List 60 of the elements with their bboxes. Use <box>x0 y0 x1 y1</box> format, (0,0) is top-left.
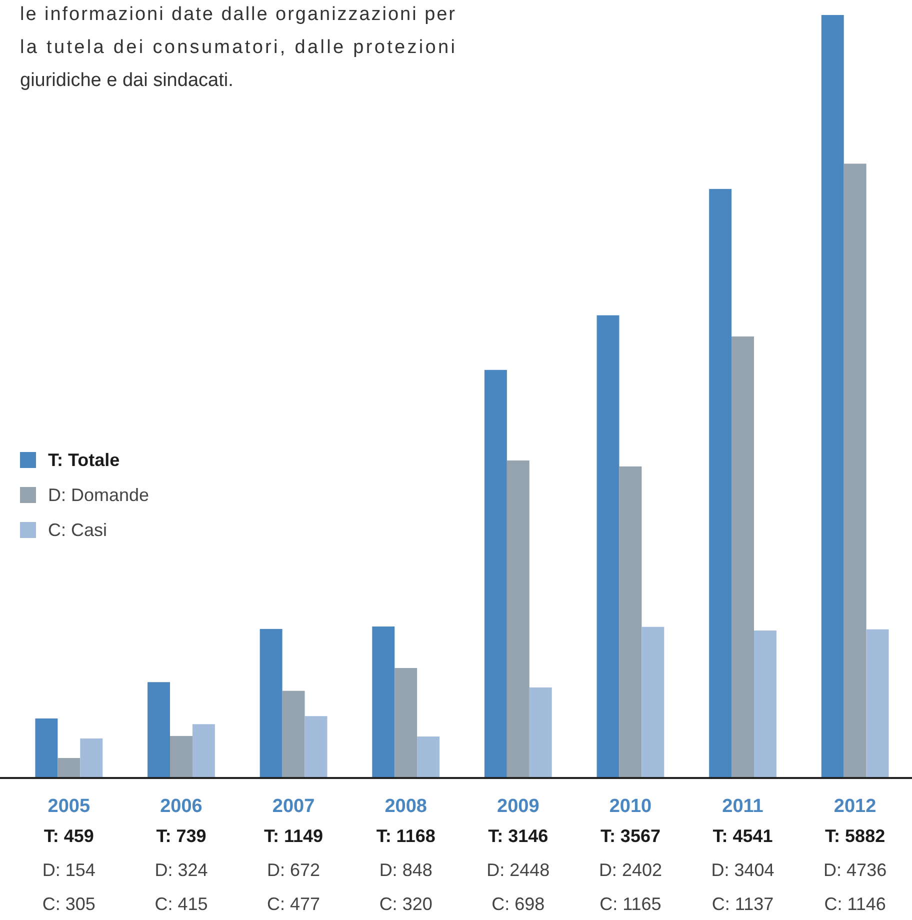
bar <box>619 466 642 778</box>
data-label: C: 320 <box>379 894 432 914</box>
x-tick-label: 2009 <box>497 796 540 817</box>
data-label: T: 5882 <box>825 826 886 846</box>
bar <box>260 628 282 778</box>
data-label: C: 1146 <box>824 894 886 914</box>
bar <box>417 736 440 778</box>
legend-label: C: Casi <box>48 520 108 540</box>
data-label: T: 739 <box>156 826 206 846</box>
bar <box>148 682 170 778</box>
bar <box>709 188 732 778</box>
bar <box>754 630 776 778</box>
data-label: C: 1165 <box>600 894 662 914</box>
bar <box>506 460 530 778</box>
bar <box>732 336 754 778</box>
bar <box>844 164 866 778</box>
data-label: C: 1137 <box>712 894 774 914</box>
x-tick-label: 2008 <box>384 796 427 817</box>
bar <box>596 315 620 778</box>
data-label: D: 324 <box>154 860 208 880</box>
data-label: T: 1168 <box>376 826 436 846</box>
x-tick-label: 2006 <box>160 796 202 817</box>
data-label: C: 698 <box>492 894 545 914</box>
bar <box>394 668 418 778</box>
data-label: T: 3567 <box>600 826 660 846</box>
data-label: D: 154 <box>42 860 96 880</box>
bar <box>529 687 552 778</box>
bar <box>282 690 305 778</box>
bar <box>372 626 395 778</box>
annotation: le informazioni date dalle organizzazioni per la tutela dei consumatori, dalle protezioni giuridiche e dai sindacati. <box>20 4 456 91</box>
data-label: T: 3146 <box>488 826 548 846</box>
data-label: T: 4541 <box>712 826 773 846</box>
x-tick-label: 2010 <box>609 796 652 817</box>
data-label: C: 415 <box>154 894 208 914</box>
data-label: C: 477 <box>267 894 320 914</box>
bar <box>58 758 80 778</box>
legend-label: D: Domande <box>48 485 150 505</box>
data-label: D: 2402 <box>598 860 662 880</box>
x-tick-label: 2007 <box>272 796 315 817</box>
bar <box>642 626 664 778</box>
data-label: T: 459 <box>44 826 94 846</box>
data-label: D: 848 <box>379 860 432 880</box>
bar <box>80 738 103 778</box>
data-label: D: 3404 <box>711 860 774 880</box>
bar <box>192 724 215 778</box>
bar <box>821 15 844 778</box>
data-label: D: 2448 <box>486 860 550 880</box>
data-label: C: 305 <box>42 894 96 914</box>
data-label: D: 672 <box>267 860 320 880</box>
legend-label: T: Totale <box>48 450 120 470</box>
data-label: T: 1149 <box>264 826 324 846</box>
data-label: D: 4736 <box>824 860 887 880</box>
x-tick-label: 2011 <box>722 796 764 817</box>
bar <box>866 629 889 778</box>
bar <box>35 718 58 778</box>
x-tick-label: 2005 <box>48 796 90 817</box>
x-tick-label: 2012 <box>834 796 876 817</box>
bar <box>484 370 507 778</box>
bar <box>170 736 192 778</box>
bar <box>304 716 328 778</box>
